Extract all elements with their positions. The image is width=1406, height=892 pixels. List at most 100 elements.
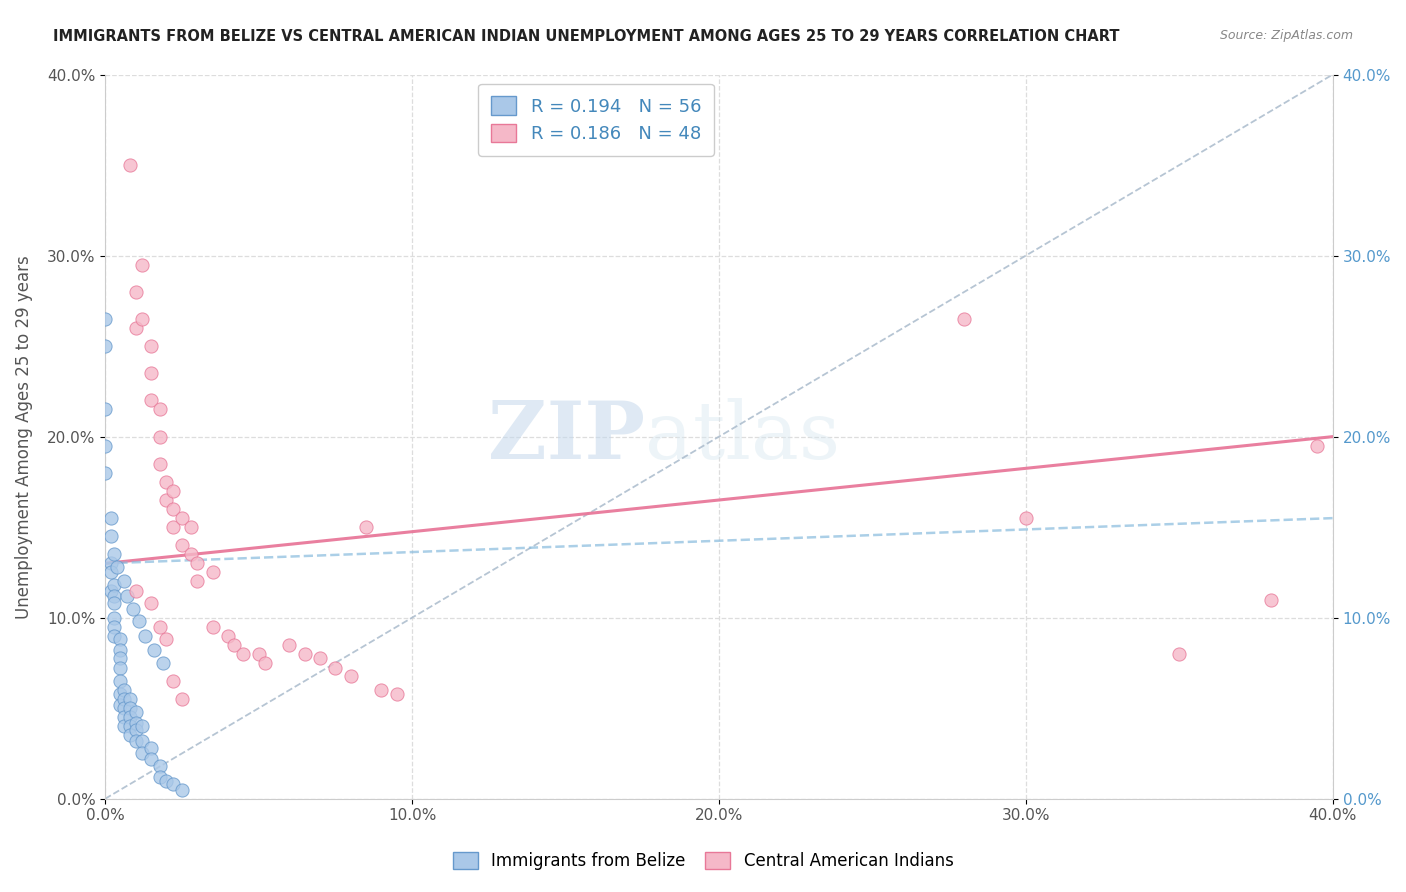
Point bbox=[112, 683, 135, 698]
Point bbox=[370, 683, 392, 698]
Point bbox=[152, 656, 174, 670]
Point bbox=[149, 620, 172, 634]
Point bbox=[105, 560, 128, 574]
Point bbox=[125, 321, 148, 335]
Point bbox=[170, 782, 193, 797]
Point bbox=[217, 629, 239, 643]
Point bbox=[118, 728, 141, 742]
Point bbox=[110, 643, 132, 657]
Point bbox=[100, 566, 122, 580]
Point bbox=[112, 719, 135, 733]
Point bbox=[100, 529, 122, 543]
Point bbox=[128, 615, 150, 629]
Point bbox=[155, 493, 177, 508]
Point bbox=[110, 687, 132, 701]
Point bbox=[232, 647, 254, 661]
Point bbox=[141, 596, 163, 610]
Point bbox=[118, 158, 141, 172]
Point bbox=[125, 285, 148, 299]
Text: Source: ZipAtlas.com: Source: ZipAtlas.com bbox=[1219, 29, 1353, 42]
Text: ZIP: ZIP bbox=[488, 398, 645, 475]
Point bbox=[103, 578, 125, 592]
Point bbox=[134, 629, 156, 643]
Point bbox=[100, 583, 122, 598]
Point bbox=[1168, 647, 1191, 661]
Point bbox=[201, 566, 224, 580]
Point bbox=[131, 258, 153, 272]
Point bbox=[162, 520, 184, 534]
Point bbox=[162, 483, 184, 498]
Point bbox=[141, 339, 163, 353]
Point bbox=[155, 475, 177, 489]
Point bbox=[953, 312, 976, 326]
Point bbox=[125, 583, 148, 598]
Point bbox=[125, 734, 148, 748]
Point bbox=[118, 710, 141, 724]
Point bbox=[155, 773, 177, 788]
Point bbox=[112, 692, 135, 706]
Point bbox=[103, 620, 125, 634]
Point bbox=[94, 466, 117, 480]
Point bbox=[149, 759, 172, 773]
Point bbox=[125, 723, 148, 737]
Point bbox=[354, 520, 377, 534]
Point bbox=[141, 741, 163, 756]
Point bbox=[186, 574, 208, 589]
Point bbox=[131, 734, 153, 748]
Point bbox=[1306, 439, 1329, 453]
Point bbox=[103, 547, 125, 561]
Point bbox=[94, 339, 117, 353]
Point bbox=[162, 674, 184, 689]
Point bbox=[278, 638, 301, 652]
Point bbox=[247, 647, 270, 661]
Point bbox=[323, 661, 346, 675]
Point bbox=[141, 366, 163, 380]
Point bbox=[149, 770, 172, 784]
Point bbox=[121, 601, 143, 615]
Point bbox=[201, 620, 224, 634]
Point bbox=[162, 502, 184, 516]
Point bbox=[180, 520, 202, 534]
Point bbox=[385, 687, 408, 701]
Point bbox=[131, 312, 153, 326]
Point bbox=[186, 557, 208, 571]
Point bbox=[103, 610, 125, 624]
Point bbox=[170, 538, 193, 552]
Point bbox=[118, 719, 141, 733]
Point bbox=[112, 574, 135, 589]
Text: atlas: atlas bbox=[645, 398, 841, 475]
Point bbox=[100, 557, 122, 571]
Point bbox=[143, 643, 166, 657]
Point bbox=[100, 511, 122, 525]
Point bbox=[149, 402, 172, 417]
Point bbox=[115, 589, 138, 603]
Point bbox=[141, 393, 163, 408]
Point bbox=[1260, 592, 1282, 607]
Point bbox=[112, 710, 135, 724]
Point bbox=[339, 668, 361, 682]
Y-axis label: Unemployment Among Ages 25 to 29 years: Unemployment Among Ages 25 to 29 years bbox=[15, 255, 32, 618]
Point bbox=[94, 312, 117, 326]
Point bbox=[170, 692, 193, 706]
Point bbox=[180, 547, 202, 561]
Point bbox=[110, 632, 132, 647]
Point bbox=[103, 589, 125, 603]
Point bbox=[103, 596, 125, 610]
Point bbox=[170, 511, 193, 525]
Point bbox=[94, 439, 117, 453]
Point bbox=[125, 715, 148, 730]
Legend: R = 0.194   N = 56, R = 0.186   N = 48: R = 0.194 N = 56, R = 0.186 N = 48 bbox=[478, 84, 714, 155]
Legend: Immigrants from Belize, Central American Indians: Immigrants from Belize, Central American… bbox=[446, 845, 960, 877]
Point bbox=[110, 661, 132, 675]
Point bbox=[309, 650, 332, 665]
Point bbox=[94, 402, 117, 417]
Point bbox=[131, 747, 153, 761]
Point bbox=[222, 638, 245, 652]
Point bbox=[110, 698, 132, 712]
Text: IMMIGRANTS FROM BELIZE VS CENTRAL AMERICAN INDIAN UNEMPLOYMENT AMONG AGES 25 TO : IMMIGRANTS FROM BELIZE VS CENTRAL AMERIC… bbox=[53, 29, 1121, 44]
Point bbox=[149, 457, 172, 471]
Point bbox=[110, 674, 132, 689]
Point bbox=[125, 705, 148, 719]
Point bbox=[131, 719, 153, 733]
Point bbox=[112, 701, 135, 715]
